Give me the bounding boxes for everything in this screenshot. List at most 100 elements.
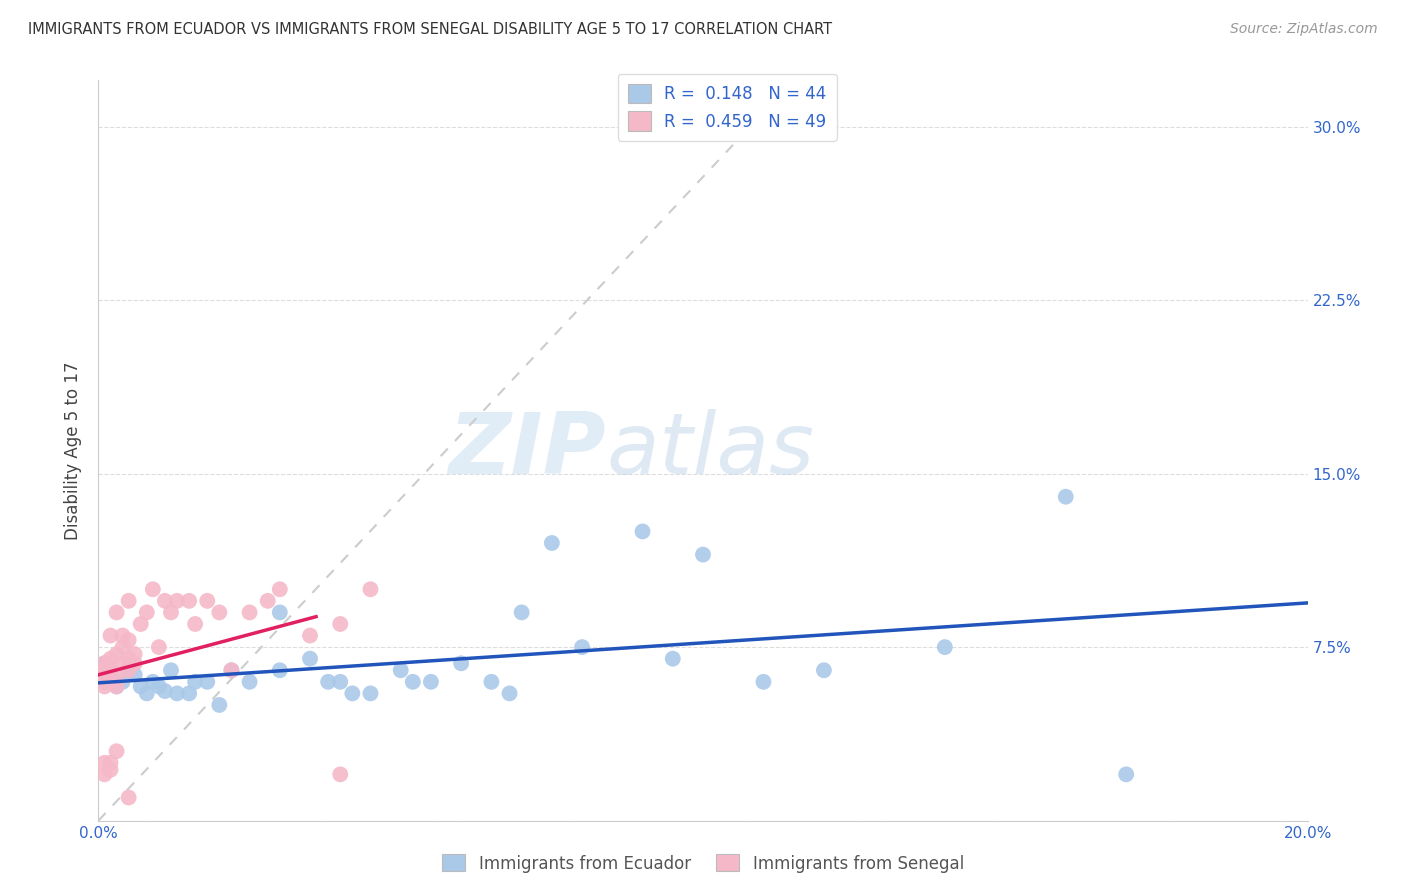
Point: [450, 657, 472, 671]
Point: [510, 606, 533, 620]
Point: [813, 663, 835, 677]
Point: [100, 756, 122, 770]
Point: [269, 663, 291, 677]
Point: [118, 790, 141, 805]
Point: [631, 524, 654, 539]
Point: [329, 767, 352, 781]
Point: [100, 628, 122, 642]
Point: [118, 663, 141, 677]
Point: [142, 674, 165, 689]
Point: [111, 640, 134, 654]
Point: [195, 594, 218, 608]
Point: [153, 594, 176, 608]
Point: [661, 651, 683, 665]
Point: [100, 670, 122, 684]
Point: [111, 657, 134, 671]
Point: [389, 663, 412, 677]
Point: [100, 763, 122, 777]
Point: [129, 680, 152, 694]
Legend: Immigrants from Ecuador, Immigrants from Senegal: Immigrants from Ecuador, Immigrants from…: [436, 847, 970, 880]
Legend: R =  0.148   N = 44, R =  0.459   N = 49: R = 0.148 N = 44, R = 0.459 N = 49: [617, 74, 837, 141]
Point: [93, 657, 115, 671]
Point: [118, 594, 141, 608]
Point: [256, 594, 278, 608]
Point: [105, 744, 128, 758]
Point: [93, 670, 115, 684]
Point: [118, 633, 141, 648]
Point: [329, 674, 352, 689]
Point: [692, 548, 714, 562]
Text: ZIP: ZIP: [449, 409, 606, 492]
Point: [105, 670, 128, 684]
Point: [105, 606, 128, 620]
Point: [239, 674, 262, 689]
Point: [571, 640, 593, 654]
Point: [160, 663, 183, 677]
Point: [124, 668, 146, 682]
Point: [124, 647, 146, 661]
Point: [118, 651, 141, 665]
Point: [148, 640, 170, 654]
Point: [221, 663, 243, 677]
Point: [184, 617, 207, 632]
Point: [105, 680, 128, 694]
Point: [179, 686, 201, 700]
Point: [1115, 767, 1137, 781]
Point: [316, 674, 339, 689]
Point: [93, 674, 115, 689]
Point: [100, 651, 122, 665]
Text: IMMIGRANTS FROM ECUADOR VS IMMIGRANTS FROM SENEGAL DISABILITY AGE 5 TO 17 CORREL: IMMIGRANTS FROM ECUADOR VS IMMIGRANTS FR…: [28, 22, 832, 37]
Point: [148, 680, 170, 694]
Point: [540, 536, 562, 550]
Point: [239, 606, 262, 620]
Point: [184, 674, 207, 689]
Point: [934, 640, 956, 654]
Point: [299, 628, 322, 642]
Point: [111, 628, 134, 642]
Point: [195, 674, 218, 689]
Point: [360, 582, 382, 597]
Point: [105, 647, 128, 661]
Point: [93, 680, 115, 694]
Point: [208, 606, 231, 620]
Point: [93, 674, 115, 689]
Point: [160, 606, 183, 620]
Point: [166, 686, 188, 700]
Point: [299, 651, 322, 665]
Point: [100, 674, 122, 689]
Point: [420, 674, 443, 689]
Point: [481, 674, 503, 689]
Point: [93, 674, 115, 689]
Text: Source: ZipAtlas.com: Source: ZipAtlas.com: [1230, 22, 1378, 37]
Point: [111, 674, 134, 689]
Point: [93, 663, 115, 677]
Point: [1054, 490, 1077, 504]
Point: [221, 663, 243, 677]
Point: [93, 767, 115, 781]
Point: [153, 684, 176, 698]
Point: [93, 756, 115, 770]
Point: [498, 686, 520, 700]
Point: [166, 594, 188, 608]
Point: [269, 582, 291, 597]
Y-axis label: Disability Age 5 to 17: Disability Age 5 to 17: [65, 361, 83, 540]
Point: [752, 674, 775, 689]
Point: [179, 594, 201, 608]
Text: atlas: atlas: [606, 409, 814, 492]
Point: [142, 582, 165, 597]
Point: [124, 657, 146, 671]
Point: [402, 674, 425, 689]
Point: [105, 680, 128, 694]
Point: [129, 617, 152, 632]
Point: [100, 663, 122, 677]
Point: [135, 606, 157, 620]
Point: [269, 606, 291, 620]
Point: [208, 698, 231, 712]
Point: [360, 686, 382, 700]
Point: [93, 657, 115, 671]
Point: [100, 657, 122, 671]
Point: [342, 686, 364, 700]
Point: [329, 617, 352, 632]
Point: [118, 663, 141, 677]
Point: [135, 686, 157, 700]
